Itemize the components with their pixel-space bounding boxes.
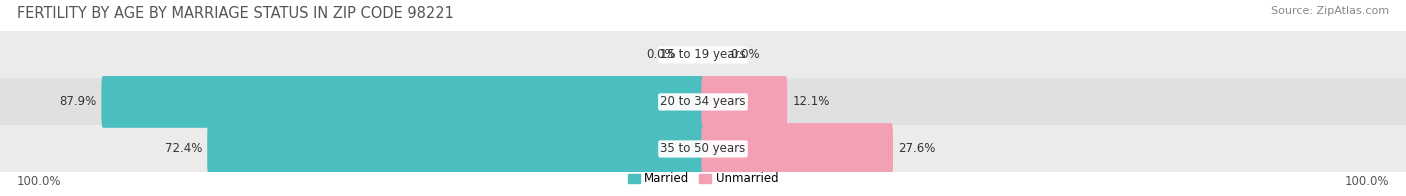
Text: 0.0%: 0.0%	[730, 48, 759, 61]
Text: 72.4%: 72.4%	[165, 142, 202, 155]
FancyBboxPatch shape	[0, 78, 1406, 125]
FancyBboxPatch shape	[0, 125, 1406, 172]
Text: 20 to 34 years: 20 to 34 years	[661, 95, 745, 108]
Text: 12.1%: 12.1%	[793, 95, 830, 108]
Text: 15 to 19 years: 15 to 19 years	[661, 48, 745, 61]
Text: FERTILITY BY AGE BY MARRIAGE STATUS IN ZIP CODE 98221: FERTILITY BY AGE BY MARRIAGE STATUS IN Z…	[17, 6, 454, 21]
FancyBboxPatch shape	[702, 123, 893, 175]
Text: 0.0%: 0.0%	[647, 48, 676, 61]
Text: 100.0%: 100.0%	[1344, 175, 1389, 188]
Text: Source: ZipAtlas.com: Source: ZipAtlas.com	[1271, 6, 1389, 16]
Text: 100.0%: 100.0%	[17, 175, 62, 188]
FancyBboxPatch shape	[207, 123, 704, 175]
Text: 87.9%: 87.9%	[59, 95, 96, 108]
FancyBboxPatch shape	[101, 76, 704, 128]
FancyBboxPatch shape	[0, 31, 1406, 78]
Text: 27.6%: 27.6%	[898, 142, 935, 155]
Text: 35 to 50 years: 35 to 50 years	[661, 142, 745, 155]
FancyBboxPatch shape	[702, 76, 787, 128]
Legend: Married, Unmarried: Married, Unmarried	[623, 168, 783, 190]
